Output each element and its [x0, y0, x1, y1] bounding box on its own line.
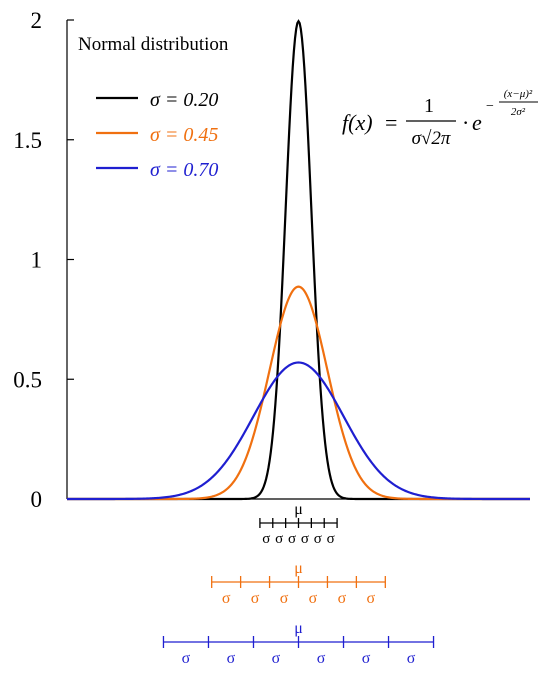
- sigma-ruler-sigma-label: σ: [407, 650, 416, 667]
- series-line-1: [67, 285, 530, 501]
- sigma-ruler-sigma-label: σ: [288, 531, 296, 547]
- sigma-ruler-sigma-label: σ: [362, 650, 371, 667]
- sigma-ruler-sigma-label: σ: [314, 531, 322, 547]
- sigma-ruler-mu-label: μ: [294, 620, 303, 637]
- formula-base: e: [472, 110, 482, 135]
- sigma-ruler-sigma-label: σ: [262, 531, 270, 547]
- sigma-ruler-sigma-label: σ: [272, 650, 281, 667]
- sigma-ruler-sigma-label: σ: [338, 590, 347, 607]
- legend-label-1: σ = 0.45: [150, 124, 218, 146]
- curves-group: [67, 19, 530, 501]
- legend-label-2: σ = 0.70: [150, 159, 218, 181]
- sigma-ruler-2: σ σ σ σ σ σμ: [162, 620, 435, 667]
- sigma-ruler-sigma-label: σ: [251, 590, 260, 607]
- sigma-ruler-sigma-label: σ: [367, 590, 376, 607]
- sigma-ruler-1: σ σ σ σ σ σμ: [211, 560, 386, 607]
- formula-denominator: σ√2π: [412, 128, 451, 149]
- sigma-ruler-sigma-label: σ: [182, 650, 191, 667]
- chart-title: Normal distribution: [78, 34, 229, 55]
- y-tick-label: 0.5: [13, 367, 42, 392]
- sigma-ruler-sigma-label: σ: [309, 590, 318, 607]
- sigma-ruler-sigma-label: σ: [327, 531, 335, 547]
- legend-label-0: σ = 0.20: [150, 89, 218, 111]
- legend: Normal distribution σ = 0.20 σ = 0.45 σ = 0…: [78, 34, 229, 181]
- formula-exp-denominator: 2σ²: [511, 106, 526, 118]
- sigma-ruler-sigma-label: σ: [280, 590, 289, 607]
- formula-exp-sign: −: [486, 99, 494, 114]
- sigma-ruler-sigma-label: σ: [227, 650, 236, 667]
- y-tick-label: 0: [31, 487, 43, 512]
- formula: f(x) = 1 σ√2π · e−(x−μ)² 2σ²: [342, 88, 538, 149]
- sigma-ruler-0: σ σ σ σ σ σμ: [259, 501, 338, 547]
- series-line-0: [67, 19, 530, 501]
- sigma-ruler-sigma-label: σ: [301, 531, 309, 547]
- sigma-ruler-sigma-label: σ: [317, 650, 326, 667]
- formula-numerator: 1: [424, 95, 434, 117]
- sigma-rulers: σ σ σ σ σ σμσ σ σ σ σ σμσ σ σ σ σ σμ: [162, 501, 435, 667]
- formula-lhs: f(x): [342, 110, 373, 135]
- series-line-2: [67, 361, 530, 501]
- y-tick-label: 2: [31, 8, 43, 33]
- y-tick-label: 1.5: [13, 128, 42, 153]
- sigma-ruler-sigma-label: σ: [275, 531, 283, 547]
- formula-exp-numerator: (x−μ)²: [504, 88, 533, 100]
- formula-equals: =: [385, 110, 397, 135]
- formula-dot: ·: [462, 110, 469, 135]
- sigma-ruler-sigma-label: σ: [222, 590, 231, 607]
- sigma-ruler-mu-label: μ: [294, 560, 303, 577]
- sigma-ruler-mu-label: μ: [294, 501, 303, 518]
- y-tick-label: 1: [31, 248, 43, 273]
